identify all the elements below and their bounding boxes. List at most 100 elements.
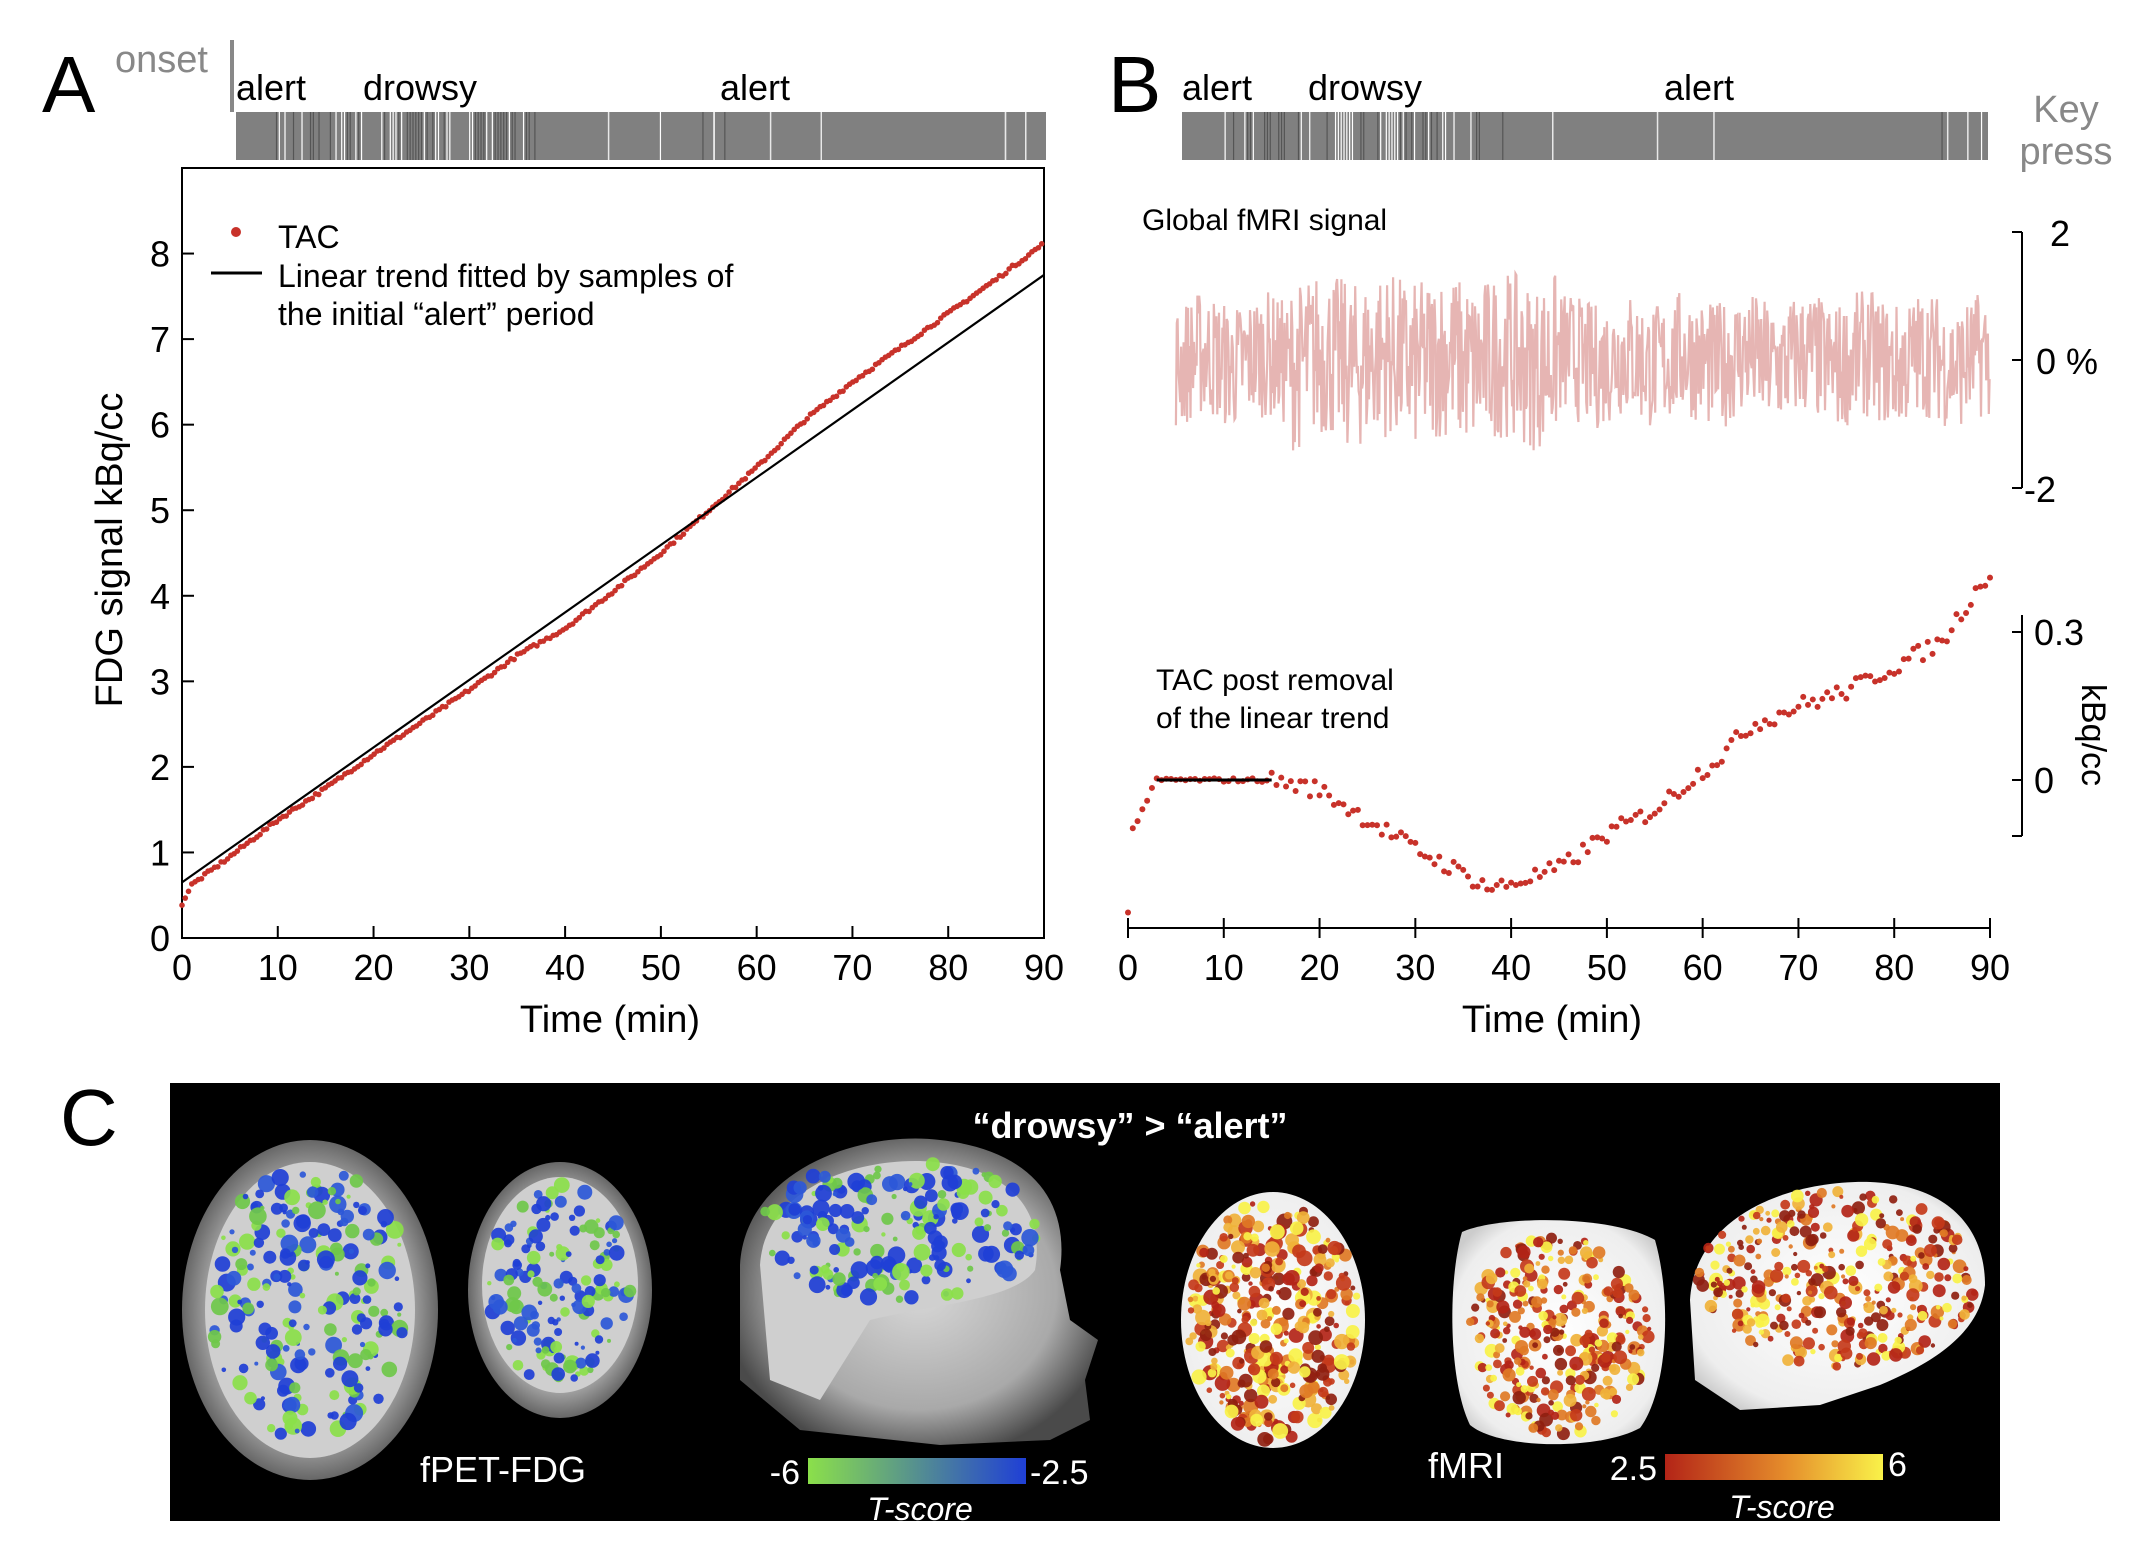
activation-blob — [806, 1233, 821, 1248]
activation-blob — [1323, 1271, 1334, 1281]
activation-blob — [254, 1361, 259, 1366]
activation-blob — [1944, 1274, 1952, 1282]
activation-blob — [1704, 1299, 1718, 1313]
activation-blob — [827, 1223, 839, 1235]
activation-blob — [317, 1305, 327, 1315]
activation-blob — [1638, 1334, 1644, 1340]
activation-blob — [900, 1210, 911, 1221]
activation-blob — [1863, 1237, 1877, 1251]
activation-blob — [1201, 1274, 1207, 1280]
activation-blob — [1863, 1301, 1875, 1314]
activation-blob — [523, 1369, 535, 1380]
activation-blob — [537, 1300, 543, 1306]
tac-detrended-point — [1125, 909, 1131, 916]
legend-tac-marker — [231, 227, 241, 237]
activation-blob — [1583, 1240, 1589, 1246]
tac-detrended-point — [1977, 583, 1984, 590]
activation-blob — [1287, 1361, 1301, 1374]
activation-blob — [229, 1229, 235, 1235]
activation-blob — [1845, 1326, 1855, 1336]
activation-blob — [835, 1242, 850, 1257]
activation-blob — [397, 1242, 402, 1247]
activation-blob — [1506, 1403, 1519, 1415]
activation-blob — [1877, 1333, 1888, 1343]
tac-point — [631, 572, 638, 579]
fmri-scale-label: T-score — [1729, 1489, 1835, 1525]
tac-detrended-point — [1503, 883, 1510, 890]
activation-blob — [528, 1229, 543, 1244]
activation-blob — [263, 1250, 277, 1264]
activation-blob — [237, 1299, 243, 1305]
activation-blob — [1810, 1222, 1820, 1232]
activation-blob — [908, 1172, 925, 1189]
activation-blob — [1745, 1235, 1754, 1244]
activation-blob — [1187, 1296, 1194, 1303]
state-label-b-alert-1: alert — [1182, 67, 1252, 108]
activation-blob — [536, 1196, 552, 1212]
activation-blob — [533, 1337, 542, 1346]
tac-detrended-point — [1900, 656, 1907, 663]
activation-blob — [847, 1172, 866, 1191]
activation-blob — [1606, 1332, 1618, 1344]
activation-blob — [1870, 1208, 1883, 1221]
activation-blob — [920, 1264, 933, 1277]
activation-blob — [1753, 1341, 1759, 1348]
activation-blob — [325, 1336, 342, 1354]
tac-detrended-point — [1800, 693, 1807, 700]
fpet-sagittal-brain-image — [740, 1138, 1098, 1445]
activation-blob — [1582, 1273, 1593, 1284]
activation-blob — [1246, 1243, 1260, 1257]
activation-blob — [327, 1412, 334, 1419]
activation-blob — [551, 1367, 565, 1381]
activation-blob — [1629, 1344, 1636, 1350]
legend-trend-label-2: the initial “alert” period — [278, 296, 595, 332]
activation-blob — [832, 1191, 838, 1197]
state-label-drowsy: drowsy — [363, 67, 477, 108]
activation-blob — [1611, 1341, 1622, 1352]
activation-blob — [358, 1206, 367, 1215]
activation-blob — [1257, 1384, 1270, 1398]
activation-blob — [1642, 1306, 1649, 1313]
fmri-tick-label: 0 % — [2036, 341, 2098, 382]
activation-blob — [550, 1212, 559, 1221]
activation-blob — [1208, 1268, 1216, 1277]
activation-blob — [1601, 1353, 1611, 1363]
activation-blob — [1535, 1367, 1547, 1379]
activation-blob — [1770, 1321, 1778, 1330]
activation-blob — [1780, 1199, 1791, 1210]
activation-blob — [1335, 1275, 1352, 1291]
activation-blob — [1528, 1423, 1539, 1433]
activation-blob — [1188, 1279, 1199, 1291]
activation-blob — [210, 1297, 229, 1316]
activation-blob — [873, 1277, 888, 1291]
activation-blob — [1316, 1296, 1321, 1301]
activation-blob — [1807, 1233, 1819, 1245]
activation-blob — [280, 1248, 291, 1259]
state-label-alert-2: alert — [720, 67, 790, 108]
activation-blob — [1241, 1273, 1251, 1282]
tac-detrended-point — [1632, 811, 1639, 818]
activation-blob — [1543, 1324, 1553, 1335]
activation-blob — [1308, 1330, 1323, 1346]
activation-blob — [549, 1293, 558, 1302]
activation-blob — [1282, 1307, 1295, 1320]
tac-point — [569, 621, 576, 627]
activation-blob — [1855, 1245, 1868, 1257]
activation-blob — [1219, 1255, 1228, 1263]
activation-blob — [891, 1193, 897, 1200]
activation-blob — [1494, 1400, 1505, 1412]
tac-point — [381, 745, 387, 751]
activation-blob — [1859, 1193, 1867, 1201]
tac-detrended-point — [1474, 883, 1481, 890]
activation-blob — [1570, 1333, 1583, 1347]
activation-blob — [310, 1176, 321, 1188]
activation-blob — [1296, 1279, 1307, 1289]
tac-detrended-point — [1852, 675, 1859, 682]
tac-detrended-point — [1714, 762, 1721, 769]
activation-blob — [1210, 1363, 1218, 1371]
state-label-b-alert-2: alert — [1664, 67, 1734, 108]
x-tick-label-a: 0 — [172, 947, 192, 988]
tac-point — [504, 659, 511, 666]
activation-blob — [1237, 1308, 1242, 1314]
tac-detrended-point — [1129, 825, 1136, 832]
